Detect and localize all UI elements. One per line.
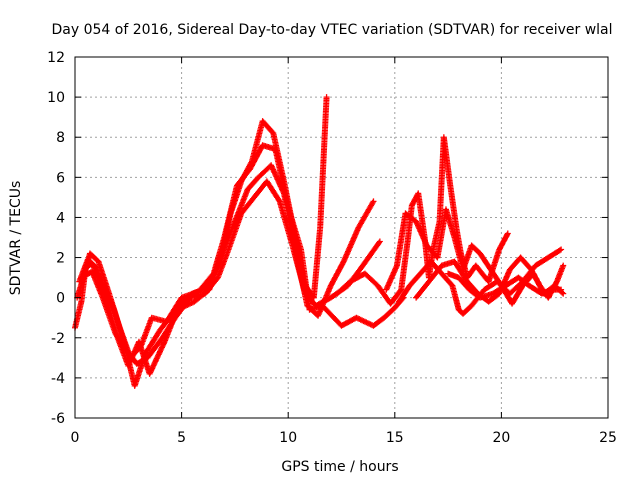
plot-frame (74, 56, 609, 419)
y-tick-label: 12 (47, 50, 65, 66)
grid-lines (75, 57, 608, 418)
series-2 (74, 142, 407, 361)
y-tick-label: 0 (56, 291, 65, 307)
chart-title: Day 054 of 2016, Sidereal Day-to-day VTE… (51, 22, 612, 38)
x-tick-label: 25 (599, 430, 617, 446)
y-tick-label: 8 (56, 130, 65, 146)
y-tick-label: 10 (47, 90, 65, 106)
x-axis-label: GPS time / hours (281, 459, 398, 475)
y-tick-label: -2 (51, 331, 65, 347)
x-tick-label: 20 (492, 430, 510, 446)
axis-ticks: 0 5 10 15 20 25 -6 -4 -2 0 2 4 6 8 10 12 (47, 50, 617, 446)
y-tick-label: -4 (51, 371, 65, 387)
x-tick-label: 0 (71, 430, 80, 446)
x-tick-label: 15 (386, 430, 404, 446)
series-9 (445, 270, 565, 301)
x-tick-label: 10 (279, 430, 297, 446)
series-9-markers (445, 270, 565, 301)
series-2-markers (74, 142, 407, 361)
y-tick-label: 4 (56, 210, 65, 226)
y-tick-label: -6 (51, 411, 65, 427)
data-points (72, 94, 567, 389)
y-tick-label: 2 (56, 251, 65, 267)
y-axis-label: SDTVAR / TECUs (8, 181, 24, 296)
y-tick-label: 6 (56, 170, 65, 186)
x-tick-label: 5 (177, 430, 186, 446)
